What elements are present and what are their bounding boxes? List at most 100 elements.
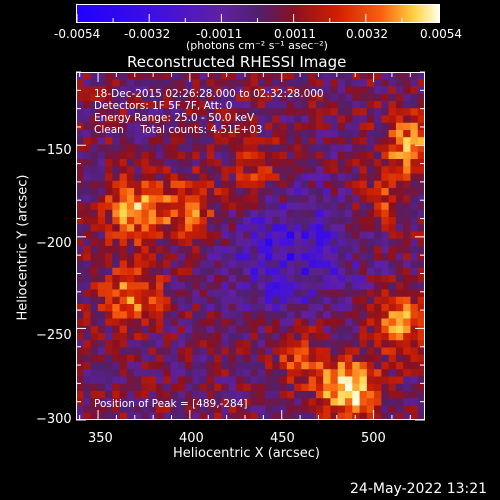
- heatmap-cell: [243, 166, 252, 175]
- heatmap-cell: [235, 304, 244, 312]
- heatmap-cell: [352, 108, 361, 117]
- heatmap-cell: [163, 267, 172, 276]
- heatmap-cell: [105, 108, 113, 117]
- heatmap-cell: [301, 311, 310, 320]
- heatmap-cell: [185, 333, 193, 341]
- heatmap-cell: [119, 188, 128, 196]
- heatmap-cell: [141, 115, 150, 124]
- heatmap-cell: [170, 325, 179, 334]
- heatmap-cell: [257, 231, 266, 240]
- heatmap-cell: [243, 376, 252, 385]
- heatmap-cell: [112, 144, 121, 153]
- heatmap-cell: [177, 340, 186, 349]
- heatmap-cell: [286, 260, 295, 269]
- heatmap-cell: [345, 122, 353, 131]
- heatmap-cell: [308, 253, 317, 262]
- heatmap-cell: [410, 304, 419, 312]
- heatmap-cell: [279, 173, 288, 182]
- heatmap-cell: [243, 369, 252, 378]
- heatmap-cell: [345, 376, 353, 385]
- heatmap-cell: [359, 304, 368, 312]
- heatmap-cell: [170, 115, 179, 124]
- heatmap-cell: [330, 209, 339, 218]
- heatmap-cell: [192, 79, 201, 88]
- heatmap-cell: [257, 72, 266, 80]
- heatmap-cell: [105, 159, 113, 167]
- heatmap-cell: [206, 296, 215, 305]
- heatmap-cell: [417, 246, 425, 254]
- heatmap-cell: [83, 137, 92, 146]
- heatmap-cell: [177, 296, 186, 305]
- heatmap-cell: [388, 369, 397, 378]
- heatmap-cell: [192, 173, 201, 182]
- y-tick-label: −250: [36, 328, 72, 343]
- heatmap-cell: [112, 246, 121, 254]
- heatmap-cell: [272, 289, 281, 298]
- heatmap-cell: [374, 325, 382, 334]
- heatmap-cell: [272, 275, 281, 283]
- heatmap-cell: [345, 130, 353, 138]
- heatmap-cell: [410, 202, 419, 211]
- heatmap-cell: [257, 115, 266, 124]
- heatmap-cell: [345, 405, 353, 414]
- heatmap-cell: [163, 362, 172, 370]
- heatmap-cell: [410, 166, 419, 175]
- heatmap-cell: [126, 253, 135, 262]
- heatmap-cell: [83, 202, 92, 211]
- heatmap-cell: [199, 108, 208, 117]
- heatmap-cell: [315, 347, 324, 356]
- heatmap-cell: [119, 405, 128, 414]
- heatmap-cell: [235, 151, 244, 160]
- heatmap-cell: [214, 238, 223, 247]
- heatmap-cell: [141, 159, 150, 167]
- heatmap-cell: [126, 246, 135, 254]
- heatmap-cell: [228, 405, 237, 414]
- heatmap-cell: [257, 137, 266, 146]
- heatmap-cell: [410, 354, 419, 363]
- heatmap-cell: [134, 166, 143, 175]
- heatmap-cell: [90, 253, 99, 262]
- heatmap-cell: [272, 79, 281, 88]
- heatmap-cell: [337, 253, 346, 262]
- heatmap-cell: [315, 209, 324, 218]
- heatmap-cell: [294, 398, 302, 407]
- heatmap-cell: [199, 122, 208, 131]
- heatmap-cell: [403, 217, 412, 225]
- heatmap-cell: [308, 304, 317, 312]
- heatmap-cell: [97, 275, 106, 283]
- heatmap-cell: [279, 115, 288, 124]
- heatmap-cell: [177, 405, 186, 414]
- heatmap-cell: [134, 202, 143, 211]
- heatmap-cell: [97, 383, 106, 392]
- heatmap-cell: [126, 275, 135, 283]
- heatmap-cell: [323, 398, 332, 407]
- heatmap-cell: [352, 246, 361, 254]
- heatmap-cell: [279, 166, 288, 175]
- heatmap-cell: [308, 398, 317, 407]
- heatmap-cell: [395, 325, 404, 334]
- heatmap-cell: [185, 115, 193, 124]
- heatmap-cell: [410, 246, 419, 254]
- heatmap-cell: [90, 354, 99, 363]
- heatmap-cell: [83, 195, 92, 204]
- heatmap-cell: [134, 180, 143, 189]
- heatmap-cell: [83, 391, 92, 399]
- heatmap-cell: [410, 101, 419, 109]
- heatmap-cell: [155, 275, 164, 283]
- heatmap-cell: [90, 296, 99, 305]
- heatmap-cell: [323, 362, 332, 370]
- heatmap-cell: [112, 166, 121, 175]
- heatmap-cell: [134, 173, 143, 182]
- heatmap-cell: [83, 180, 92, 189]
- heatmap-cell: [301, 79, 310, 88]
- heatmap-cell: [279, 151, 288, 160]
- heatmap-cell: [163, 340, 172, 349]
- heatmap-cell: [265, 347, 273, 356]
- heatmap-cell: [374, 209, 382, 218]
- heatmap-cell: [134, 260, 143, 269]
- heatmap-cell: [235, 137, 244, 146]
- heatmap-cell: [250, 347, 259, 356]
- heatmap-cell: [279, 383, 288, 392]
- heatmap-cell: [235, 347, 244, 356]
